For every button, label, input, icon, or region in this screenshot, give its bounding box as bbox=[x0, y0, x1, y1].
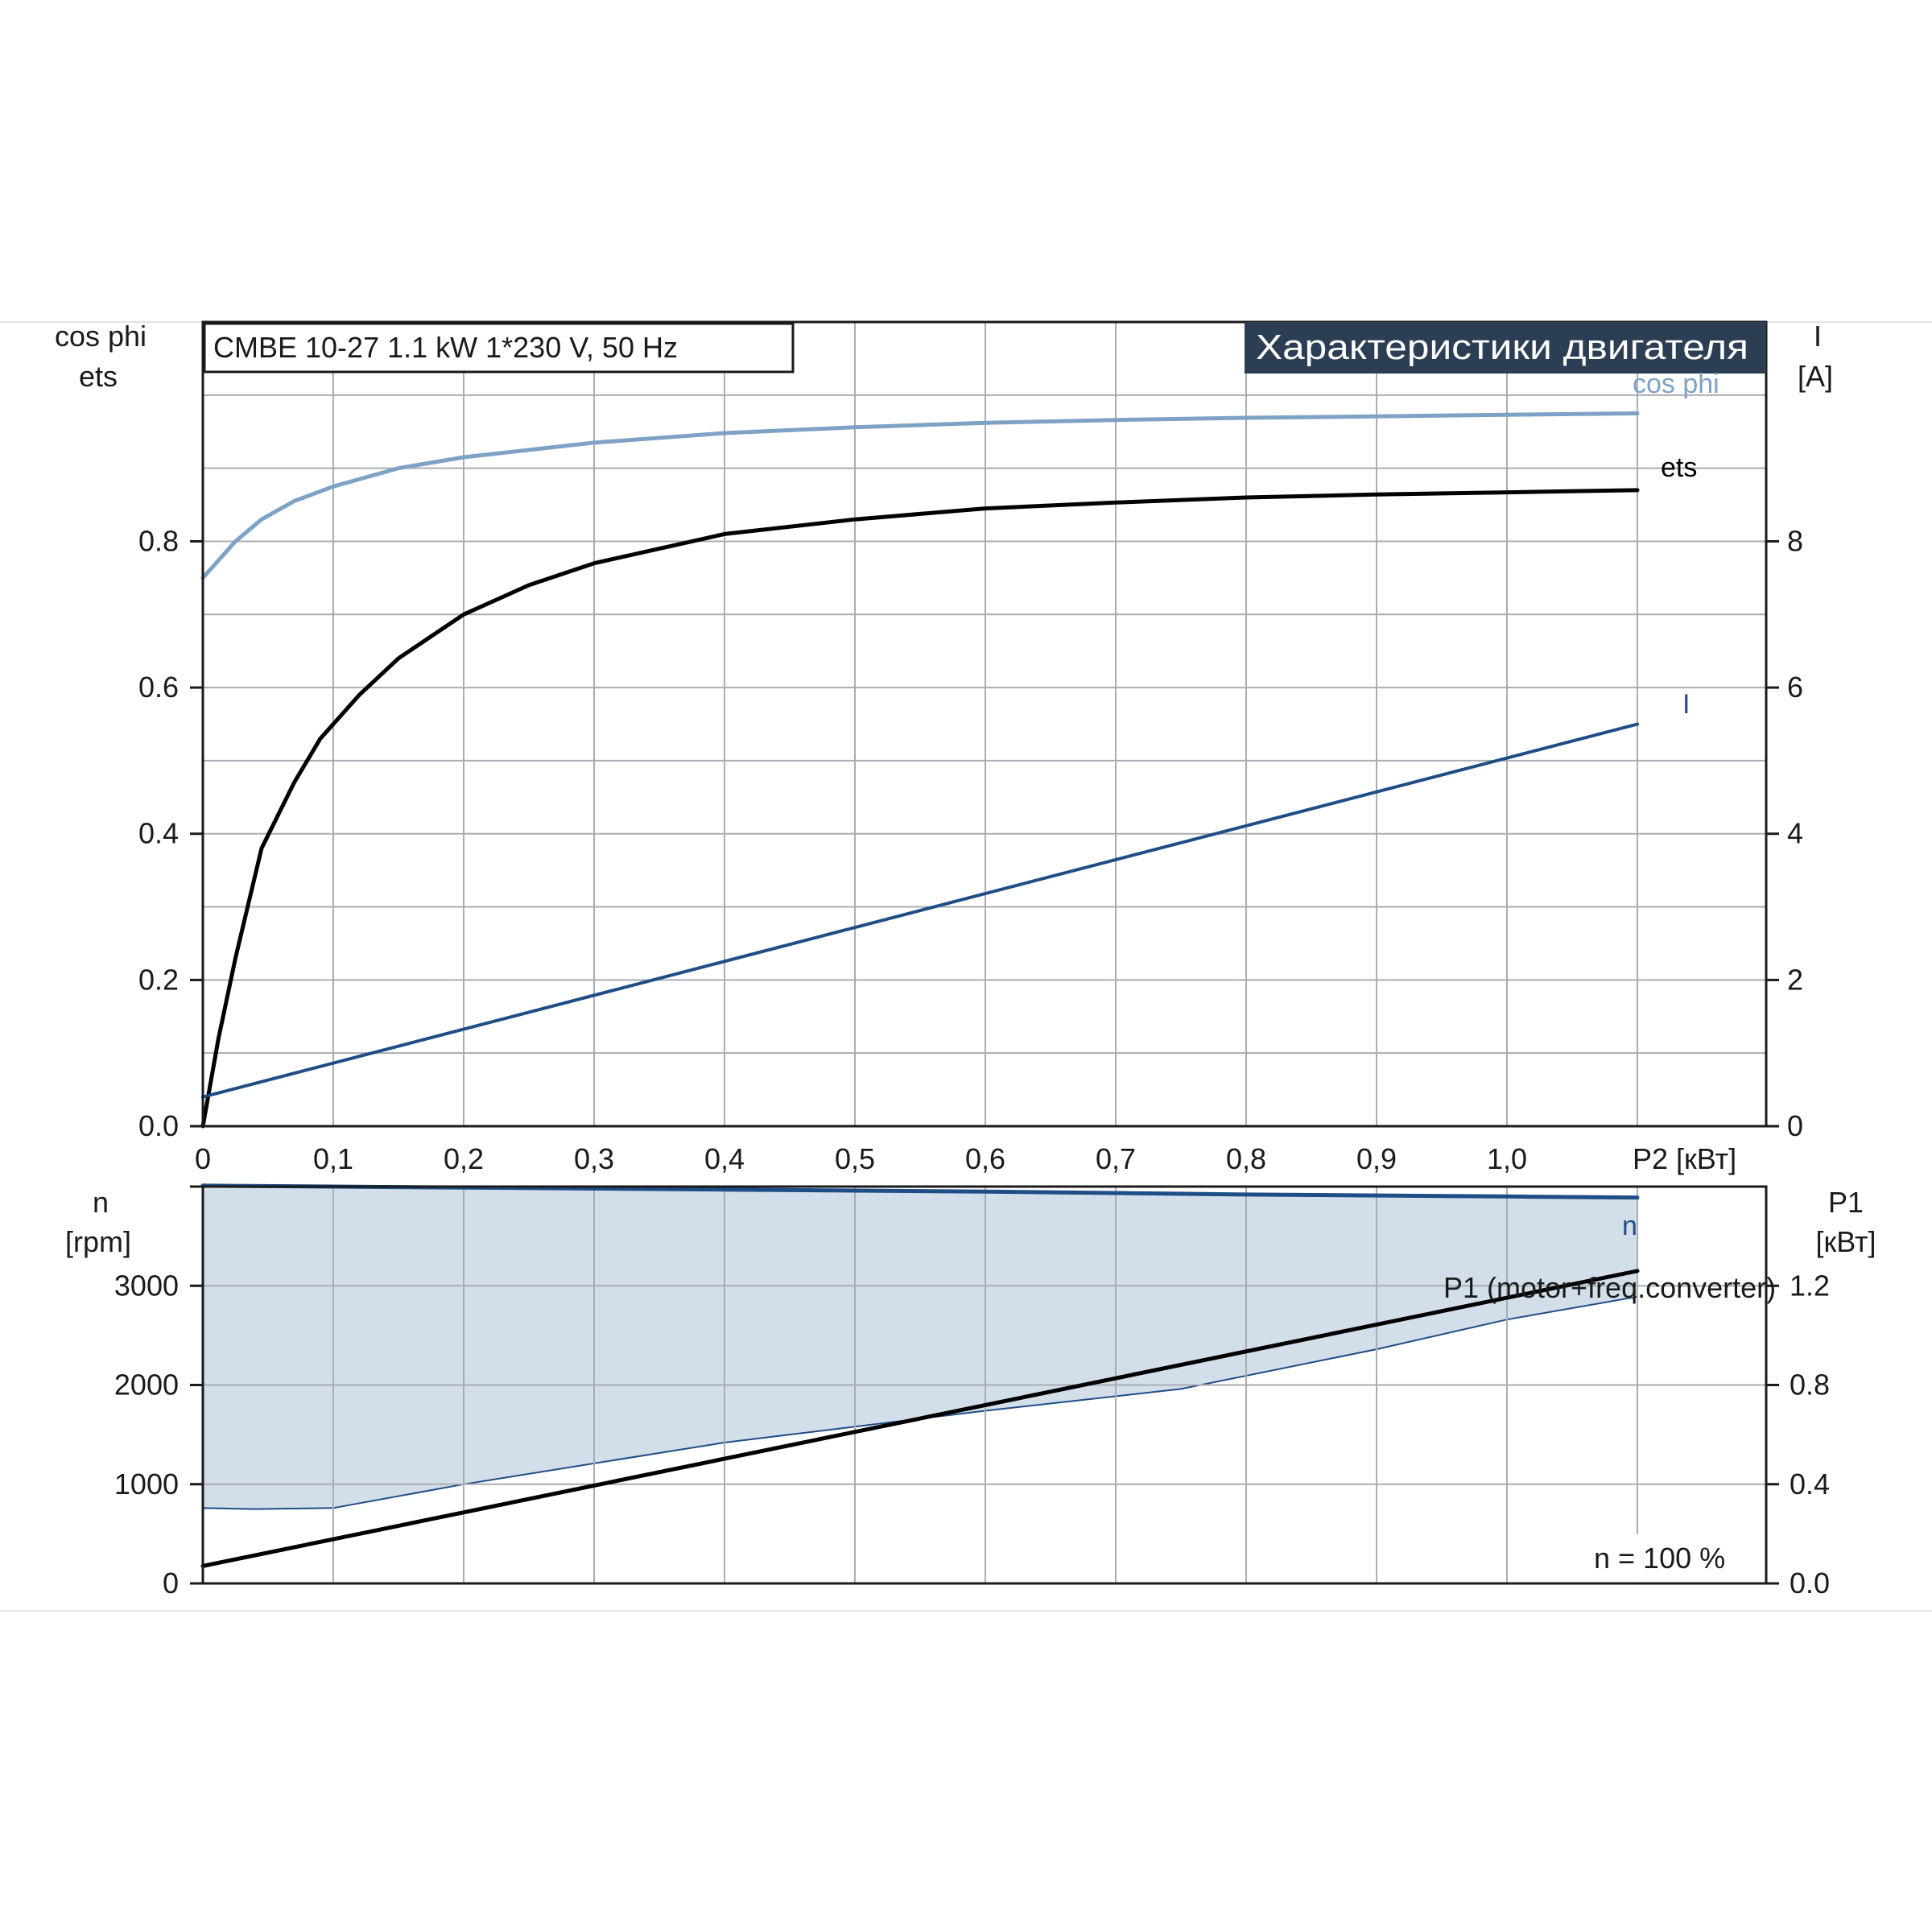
top-right-tick-label: 2 bbox=[1787, 963, 1803, 996]
p1-curve bbox=[200, 1269, 1640, 1568]
top-right-tick-label: 8 bbox=[1787, 524, 1803, 557]
x-tick-label: 0,5 bbox=[835, 1142, 875, 1175]
bottom-chart-grid bbox=[203, 1187, 1766, 1583]
bottom-left-axis-title-2: [rpm] bbox=[65, 1225, 131, 1258]
speed-series-label: n bbox=[1622, 1211, 1637, 1241]
x-tick-label: 0,9 bbox=[1356, 1142, 1397, 1175]
x-axis-title: P2 [кВт] bbox=[1633, 1142, 1736, 1175]
top-right-tick-label: 4 bbox=[1787, 817, 1803, 850]
chart-title: Характеристики двигателя bbox=[1256, 328, 1748, 367]
bottom-left-tick-label: 3000 bbox=[114, 1269, 179, 1302]
top-left-tick-label: 0.0 bbox=[138, 1109, 179, 1142]
top-right-tick-label: 0 bbox=[1787, 1109, 1803, 1142]
top-left-tick-label: 0.4 bbox=[138, 817, 179, 850]
bottom-left-tick-label: 1000 bbox=[114, 1468, 179, 1501]
speed-annotation-box bbox=[1578, 1534, 1765, 1582]
top-chart-grid bbox=[203, 321, 1766, 1126]
top-left-tick-label: 0.8 bbox=[138, 524, 179, 557]
x-tick-label: 0,1 bbox=[313, 1142, 353, 1175]
top-left-axis-title-2: ets bbox=[79, 360, 118, 393]
x-tick-labels: 0 0,1 0,2 0,3 0,4 0,5 0,6 0,7 0,8 0,9 1,0 bbox=[195, 1142, 1527, 1175]
top-chart-frame bbox=[201, 320, 1768, 1128]
ets-curve bbox=[200, 488, 1640, 1129]
current-series-label: I bbox=[1682, 689, 1690, 720]
top-chart-series bbox=[200, 411, 1640, 1129]
bottom-right-tick-label: 0.0 bbox=[1790, 1567, 1830, 1600]
p1-series-label: P1 (motor+freq.converter) bbox=[1443, 1271, 1776, 1304]
x-tick-label: 0,3 bbox=[574, 1142, 614, 1175]
top-right-tick-labels: 0 2 4 6 8 bbox=[1766, 524, 1803, 1142]
x-tick-label: 0,6 bbox=[965, 1142, 1005, 1175]
model-info-box bbox=[203, 322, 795, 374]
model-info-text: CMBE 10-27 1.1 kW 1*230 V, 50 Hz bbox=[213, 331, 678, 364]
title-box bbox=[1245, 322, 1766, 374]
bottom-right-axis-title-1: P1 bbox=[1828, 1186, 1864, 1219]
top-right-axis-title-1: I bbox=[1814, 320, 1822, 353]
speed-band-area bbox=[203, 1185, 1637, 1509]
x-tick-label: 1,0 bbox=[1487, 1142, 1527, 1175]
x-tick-label: 0,2 bbox=[444, 1142, 484, 1175]
cosphi-curve bbox=[200, 411, 1640, 580]
top-right-axis-title-2: [A] bbox=[1798, 360, 1833, 393]
bottom-right-axis-title-2: [кВт] bbox=[1815, 1225, 1876, 1258]
x-tick-label: 0,4 bbox=[704, 1142, 745, 1175]
top-left-tick-label: 0.6 bbox=[138, 671, 179, 704]
bottom-right-tick-label: 0.4 bbox=[1790, 1468, 1830, 1501]
bottom-left-tick-label: 2000 bbox=[114, 1368, 179, 1402]
x-tick-label: 0,7 bbox=[1096, 1142, 1136, 1175]
bottom-left-tick-label: 0 bbox=[163, 1567, 179, 1600]
speed-annotation: n = 100 % bbox=[1594, 1542, 1725, 1575]
ets-series-label: ets bbox=[1661, 452, 1697, 483]
bottom-right-tick-labels: 0.0 0.4 0.8 1.2 bbox=[1766, 1269, 1830, 1600]
bottom-left-axis-title-1: n bbox=[93, 1186, 109, 1219]
top-right-tick-label: 6 bbox=[1787, 671, 1803, 704]
bottom-right-tick-label: 0.8 bbox=[1790, 1368, 1830, 1402]
speed-range-band bbox=[202, 1185, 1638, 1510]
top-left-tick-label: 0.2 bbox=[138, 963, 179, 996]
cosphi-series-label: cos phi bbox=[1633, 369, 1719, 399]
top-left-tick-labels: 0.0 0.2 0.4 0.6 0.8 bbox=[138, 524, 203, 1142]
bottom-right-tick-label: 1.2 bbox=[1790, 1269, 1830, 1302]
x-tick-label: 0 bbox=[195, 1142, 211, 1175]
top-left-axis-title-1: cos phi bbox=[55, 320, 147, 353]
bottom-left-tick-labels: 0 1000 2000 3000 bbox=[114, 1185, 203, 1600]
x-tick-label: 0,8 bbox=[1226, 1142, 1266, 1175]
current-curve bbox=[201, 722, 1639, 1099]
